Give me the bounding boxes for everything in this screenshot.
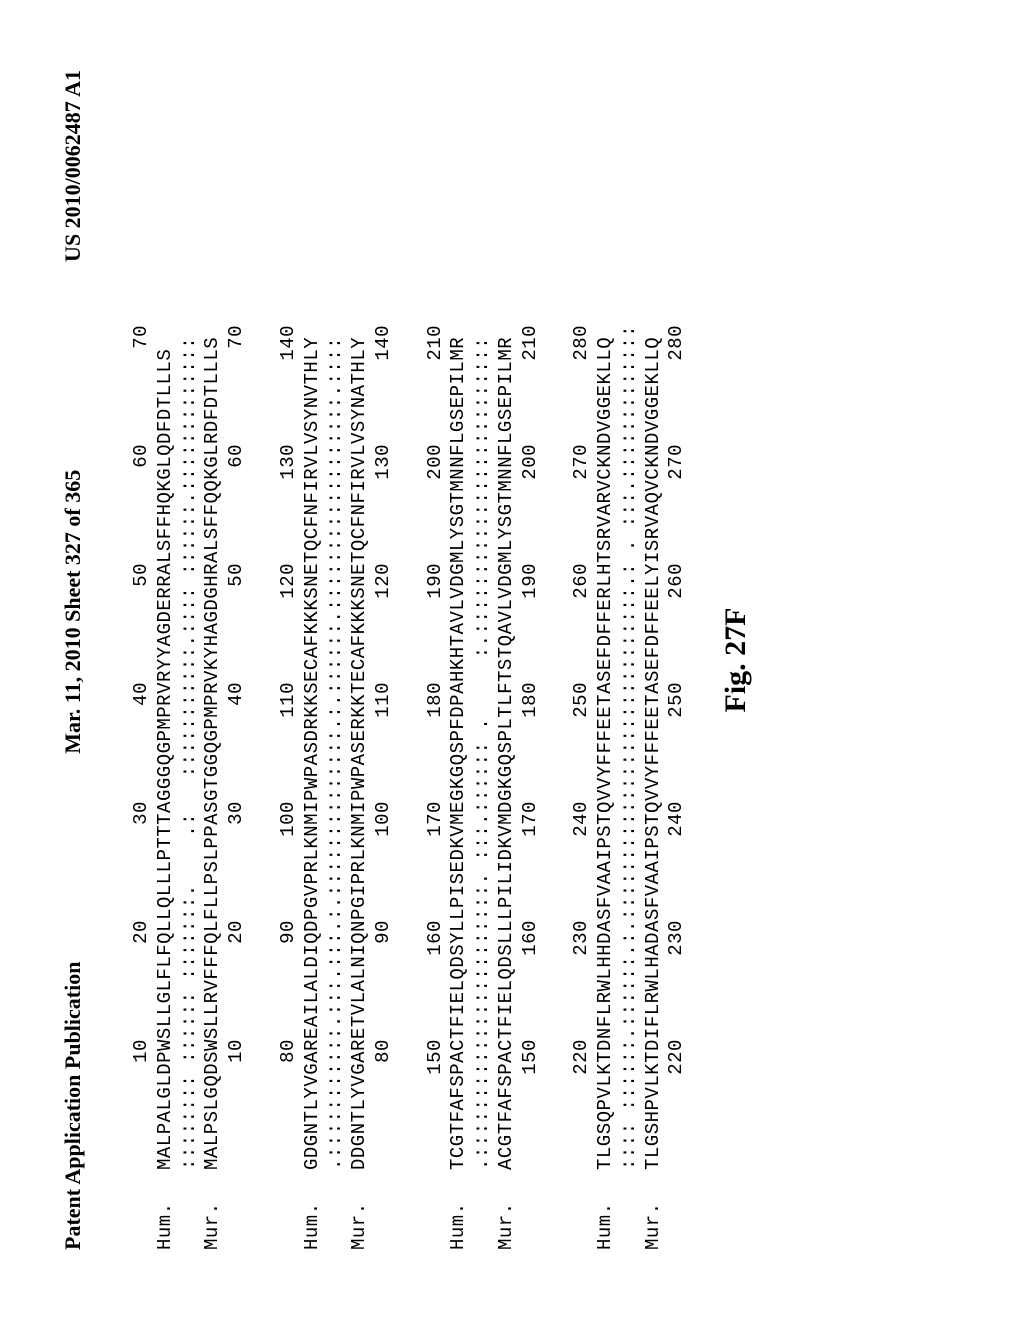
alignment-block: 150 160 170 180 190 200 210Hum.TCGTFAFSP…: [424, 70, 543, 1250]
row-content: :::: ::::::.::::::.:.:::::::::::::::::::…: [618, 70, 642, 1170]
row-label: [277, 1170, 301, 1250]
row-label: Mur.: [348, 1170, 372, 1250]
alignment-block: 10 20 30 40 50 60 70Hum.MALPALGLDPWSLLGL…: [130, 70, 249, 1250]
row-content: 150 160 170 180 190 200 210: [424, 70, 448, 1170]
row-content: MALPSLGQDSWSLLRVFFFQLFLLPSLPPASGTGGQGPMP…: [201, 70, 225, 1170]
human-sequence: Hum.GDGNTLYVGAREAILALDIQDPGVPRLKNMIPWPAS…: [301, 70, 325, 1250]
row-content: .:::::::::::::::::::::::. :::.:::::: . :…: [471, 70, 495, 1170]
murine-sequence: Mur.MALPSLGQDSWSLLRVFFFQLFLLPSLPPASGTGGQ…: [201, 70, 225, 1250]
row-label: [372, 1170, 396, 1250]
row-content: 80 90 100 110 120 130 140: [372, 70, 396, 1170]
row-content: :::::::: :::::: :::::::. .: :::::::::::.…: [178, 70, 202, 1170]
row-label: Mur.: [495, 1170, 519, 1250]
row-label: [570, 1170, 594, 1250]
human-sequence: Hum.TLGSQPVLKTDNFLRWLHHDASFVAAIPSTQVVYFF…: [594, 70, 618, 1250]
row-content: MALPALGLDPWSLLGLFLFQLLQLLLPTTTAGGGQGPMPR…: [154, 70, 178, 1170]
human-sequence: Hum.MALPALGLDPWSLLGLFLFQLLQLLLPTTTAGGGQG…: [154, 70, 178, 1250]
ruler-bottom: 220 230 240 250 260 270 280: [665, 70, 689, 1250]
row-label: [130, 1170, 154, 1250]
row-content: GDGNTLYVGAREAILALDIQDPGVPRLKNMIPWPASDRKK…: [301, 70, 325, 1170]
row-content: ACGTFAFSPACTFIELQDSLLLPILIDKVMDGKGQSPLTL…: [495, 70, 519, 1170]
alignment-block: 80 90 100 110 120 130 140Hum.GDGNTLYVGAR…: [277, 70, 396, 1250]
row-label: Mur.: [642, 1170, 666, 1250]
row-label: [618, 1170, 642, 1250]
row-content: 10 20 30 40 50 60 70: [225, 70, 249, 1170]
row-content: TLGSHPVLKTDIFLRWLHADASFVAAIPSTQVVYFFFEET…: [642, 70, 666, 1170]
ruler-bottom: 150 160 170 180 190 200 210: [519, 70, 543, 1250]
row-label: [471, 1170, 495, 1250]
header-right: US 2010/0062487 A1: [60, 70, 86, 262]
row-label: [424, 1170, 448, 1250]
ruler-bottom: 80 90 100 110 120 130 140: [372, 70, 396, 1250]
row-label: Mur.: [201, 1170, 225, 1250]
match-line: :::::::: :::::: :::::::. .: :::::::::::.…: [178, 70, 202, 1250]
ruler-bottom: 10 20 30 40 50 60 70: [225, 70, 249, 1250]
row-label: Hum.: [594, 1170, 618, 1250]
match-line: :::: ::::::.::::::.:.:::::::::::::::::::…: [618, 70, 642, 1250]
row-content: 10 20 30 40 50 60 70: [130, 70, 154, 1170]
ruler-top: 10 20 30 40 50 60 70: [130, 70, 154, 1250]
page-header: Patent Application Publication Mar. 11, …: [60, 70, 90, 1250]
alignment-block: 220 230 240 250 260 270 280Hum.TLGSQPVLK…: [570, 70, 689, 1250]
row-content: 220 230 240 250 260 270 280: [665, 70, 689, 1170]
row-content: DDGNTLYVGARETVLALNIQNPGIPRLKNMIPWPASERKK…: [348, 70, 372, 1170]
row-label: [519, 1170, 543, 1250]
row-label: [324, 1170, 348, 1250]
murine-sequence: Mur.DDGNTLYVGARETVLALNIQNPGIPRLKNMIPWPAS…: [348, 70, 372, 1250]
row-content: 150 160 170 180 190 200 210: [519, 70, 543, 1170]
row-label: Hum.: [447, 1170, 471, 1250]
murine-sequence: Mur.TLGSHPVLKTDIFLRWLHADASFVAAIPSTQVVYFF…: [642, 70, 666, 1250]
row-content: TCGTFAFSPACTFIELQDSYLLPISEDKVMEGKGQSPFDP…: [447, 70, 471, 1170]
row-label: [178, 1170, 202, 1250]
row-content: 220 230 240 250 260 270 280: [570, 70, 594, 1170]
row-label: Hum.: [301, 1170, 325, 1250]
ruler-top: 80 90 100 110 120 130 140: [277, 70, 301, 1250]
row-content: TLGSQPVLKTDNFLRWLHHDASFVAAIPSTQVVYFFFEET…: [594, 70, 618, 1170]
figure-caption: Fig. 27F: [719, 70, 753, 1250]
human-sequence: Hum.TCGTFAFSPACTFIELQDSYLLPISEDKVMEGKGQS…: [447, 70, 471, 1250]
ruler-top: 220 230 240 250 260 270 280: [570, 70, 594, 1250]
row-label: [665, 1170, 689, 1250]
header-center: Mar. 11, 2010 Sheet 327 of 365: [60, 470, 86, 754]
murine-sequence: Mur.ACGTFAFSPACTFIELQDSLLLPILIDKVMDGKGQS…: [495, 70, 519, 1250]
row-content: 80 90 100 110 120 130 140: [277, 70, 301, 1170]
match-line: .:::::::::::.:::.:::.:.::::::::::::::.:.…: [324, 70, 348, 1250]
row-label: Hum.: [154, 1170, 178, 1250]
row-label: [225, 1170, 249, 1250]
match-line: .:::::::::::::::::::::::. :::.:::::: . :…: [471, 70, 495, 1250]
ruler-top: 150 160 170 180 190 200 210: [424, 70, 448, 1250]
row-content: .:::::::::::.:::.:::.:.::::::::::::::.:.…: [324, 70, 348, 1170]
header-left: Patent Application Publication: [60, 962, 86, 1250]
sequence-alignment: 10 20 30 40 50 60 70Hum.MALPALGLDPWSLLGL…: [130, 70, 689, 1250]
